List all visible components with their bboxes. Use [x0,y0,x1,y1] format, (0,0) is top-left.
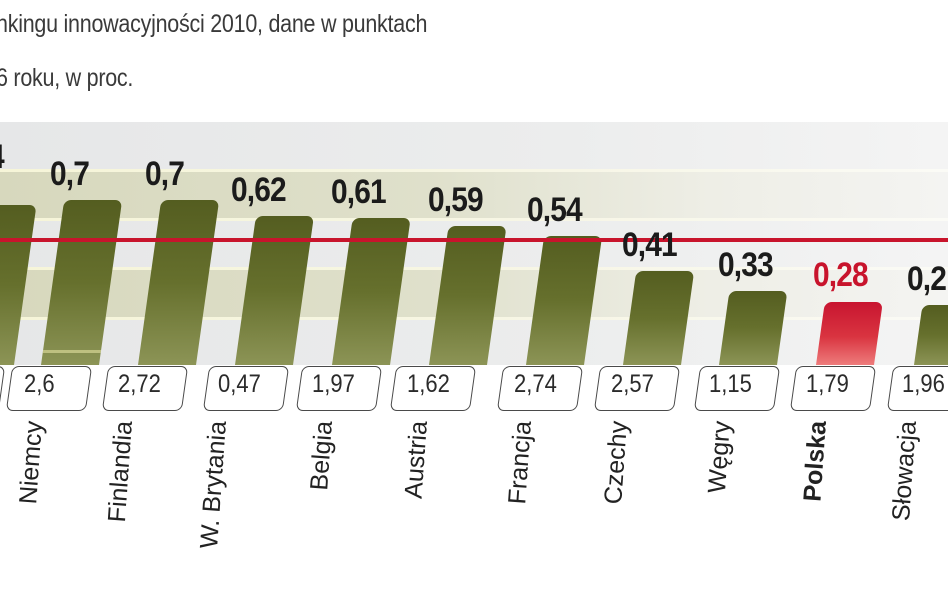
box-value-czechy: 2,57 [611,370,654,398]
gridline [0,169,948,172]
plot-area [0,122,948,365]
chart-subtitle-line-2: 6 roku, w proc. [0,64,134,92]
value-label-belgia: 0,61 [331,173,387,211]
value-label-austria: 0,59 [428,181,484,219]
bar-wegry [719,291,788,365]
bar-czechy [623,271,695,365]
category-label-finlandia: Finlandia [102,420,138,524]
value-label-slowacja: 0,2 [907,260,947,298]
gridline [0,218,948,221]
box-value-w-brytania: 0,47 [218,370,261,398]
box-value-finlandia: 2,72 [118,370,161,398]
box-value-belgia: 1,97 [312,370,355,398]
box-value-austria: 1,62 [407,370,450,398]
value-label-francja: 0,54 [527,191,583,229]
value-label-czechy: 0,41 [622,226,678,264]
category-label-w-brytania: W. Brytania [195,420,232,550]
category-label-francja: Francja [503,420,537,506]
value-box-partial [0,366,6,411]
category-label-slowacja: Słowacja [887,420,922,522]
value-label-partial: 4 [0,138,5,177]
box-value-francja: 2,74 [514,370,557,398]
value-label-finlandia: 0,7 [145,155,185,193]
value-label-w-brytania: 0,62 [231,171,287,209]
category-label-czechy: Czechy [599,420,633,506]
chart-subtitle-line-1: nkingu innowacyjności 2010, dane w punkt… [0,10,428,38]
category-label-polska: Polska [798,420,832,503]
value-label-wegry: 0,33 [718,246,774,284]
bar-polska [816,302,883,365]
category-label-wegry: Węgry [702,420,736,495]
bar-niemcy [41,200,123,365]
value-label-niemcy: 0,7 [50,155,90,193]
bar-francja [526,236,603,365]
bar-finlandia [138,200,220,365]
bar-austria [429,226,507,365]
value-label-polska: 0,28 [813,256,869,294]
category-label-belgia: Belgia [305,420,338,492]
box-value-slowacja: 1,96 [902,370,945,398]
box-value-polska: 1,79 [806,370,849,398]
category-label-austria: Austria [399,420,433,500]
reference-line [0,238,948,242]
background-band [0,170,948,220]
box-value-niemcy: 2,6 [24,370,55,398]
box-value-wegry: 1,15 [709,370,752,398]
category-label-niemcy: Niemcy [14,420,48,506]
